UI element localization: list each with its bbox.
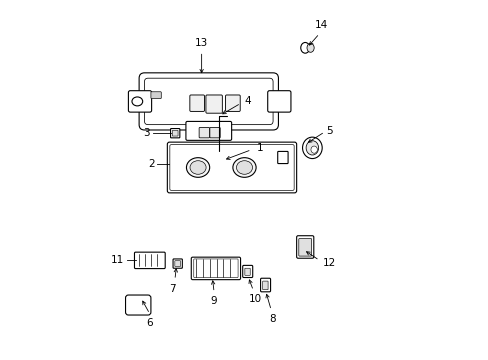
Text: 1: 1 [257, 143, 263, 153]
FancyBboxPatch shape [260, 278, 270, 292]
FancyBboxPatch shape [175, 261, 180, 266]
Text: 10: 10 [248, 294, 261, 303]
FancyBboxPatch shape [167, 142, 296, 193]
FancyBboxPatch shape [172, 130, 178, 136]
Ellipse shape [300, 42, 309, 53]
FancyBboxPatch shape [189, 95, 204, 111]
FancyBboxPatch shape [298, 239, 311, 256]
FancyBboxPatch shape [262, 281, 267, 290]
Text: 12: 12 [322, 258, 335, 268]
Ellipse shape [310, 146, 317, 153]
FancyBboxPatch shape [144, 78, 272, 125]
Text: 14: 14 [314, 20, 327, 30]
Ellipse shape [236, 161, 252, 174]
FancyBboxPatch shape [205, 95, 222, 113]
Text: 8: 8 [268, 314, 275, 324]
Text: 2: 2 [147, 159, 154, 169]
Text: 6: 6 [146, 318, 153, 328]
Text: 7: 7 [169, 284, 175, 294]
Text: 4: 4 [244, 96, 251, 107]
FancyBboxPatch shape [151, 92, 161, 99]
FancyBboxPatch shape [139, 73, 278, 130]
FancyBboxPatch shape [207, 153, 218, 161]
FancyBboxPatch shape [242, 265, 252, 278]
Ellipse shape [305, 141, 318, 155]
FancyBboxPatch shape [199, 127, 209, 138]
Ellipse shape [190, 161, 205, 174]
FancyBboxPatch shape [128, 91, 151, 112]
Ellipse shape [232, 158, 256, 177]
Text: 3: 3 [143, 128, 149, 138]
FancyBboxPatch shape [173, 259, 182, 268]
FancyBboxPatch shape [125, 295, 151, 315]
FancyBboxPatch shape [169, 145, 294, 190]
Ellipse shape [186, 158, 209, 177]
FancyBboxPatch shape [193, 259, 238, 278]
FancyBboxPatch shape [244, 268, 250, 275]
FancyBboxPatch shape [185, 121, 231, 140]
FancyBboxPatch shape [134, 252, 165, 269]
FancyBboxPatch shape [209, 127, 220, 138]
FancyBboxPatch shape [225, 95, 240, 111]
Text: 9: 9 [210, 296, 217, 306]
FancyBboxPatch shape [296, 236, 313, 258]
Ellipse shape [306, 43, 313, 52]
Ellipse shape [302, 137, 322, 158]
FancyBboxPatch shape [191, 257, 240, 280]
Text: 13: 13 [195, 38, 208, 48]
FancyBboxPatch shape [267, 91, 290, 112]
Text: 5: 5 [326, 126, 333, 136]
FancyBboxPatch shape [277, 152, 287, 163]
Ellipse shape [132, 97, 142, 106]
FancyBboxPatch shape [170, 129, 180, 138]
Text: 11: 11 [111, 255, 124, 265]
